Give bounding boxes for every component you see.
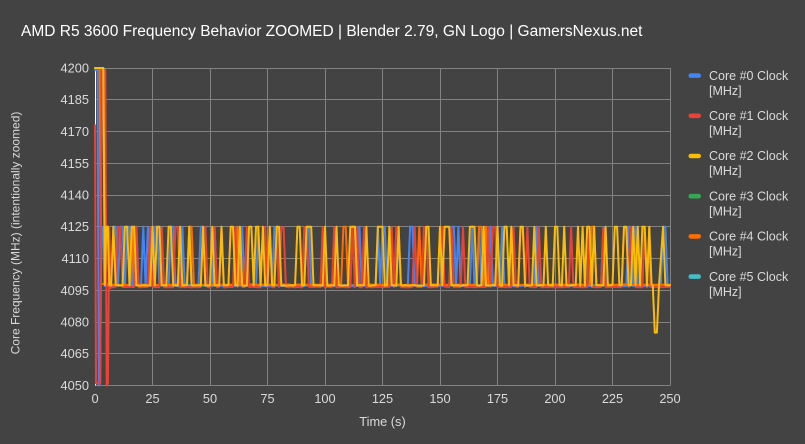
svg-text:75: 75 (260, 391, 274, 406)
svg-text:0: 0 (91, 391, 98, 406)
svg-text:100: 100 (314, 391, 335, 406)
svg-text:4125: 4125 (61, 219, 89, 234)
svg-text:50: 50 (203, 391, 217, 406)
svg-text:4185: 4185 (61, 92, 89, 107)
svg-text:4155: 4155 (61, 156, 89, 171)
svg-text:4170: 4170 (61, 124, 89, 139)
svg-text:Core #2 Clock: Core #2 Clock (709, 149, 789, 163)
svg-text:200: 200 (544, 391, 565, 406)
svg-text:4050: 4050 (61, 378, 89, 393)
svg-text:175: 175 (487, 391, 508, 406)
svg-text:Core #1 Clock: Core #1 Clock (709, 109, 789, 123)
svg-text:4095: 4095 (61, 283, 89, 298)
svg-text:[MHz]: [MHz] (709, 245, 742, 259)
svg-text:250: 250 (659, 391, 680, 406)
svg-text:4080: 4080 (61, 315, 89, 330)
svg-text:[MHz]: [MHz] (709, 164, 742, 178)
svg-text:4200: 4200 (61, 61, 89, 76)
svg-text:Core #4 Clock: Core #4 Clock (709, 230, 789, 244)
svg-text:150: 150 (429, 391, 450, 406)
svg-text:Time (s): Time (s) (359, 414, 405, 429)
svg-text:[MHz]: [MHz] (709, 84, 742, 98)
svg-text:Core Frequency (MHz) (intentio: Core Frequency (MHz) (intentionally zoom… (9, 112, 23, 355)
svg-text:125: 125 (372, 391, 393, 406)
svg-text:25: 25 (145, 391, 159, 406)
svg-text:[MHz]: [MHz] (709, 204, 742, 218)
svg-text:4140: 4140 (61, 188, 89, 203)
svg-text:[MHz]: [MHz] (709, 285, 742, 299)
svg-text:225: 225 (602, 391, 623, 406)
svg-text:4065: 4065 (61, 346, 89, 361)
svg-text:AMD R5 3600 Frequency Behavior: AMD R5 3600 Frequency Behavior ZOOMED | … (21, 23, 643, 40)
svg-text:Core #5 Clock: Core #5 Clock (709, 270, 789, 284)
svg-text:Core #0 Clock: Core #0 Clock (709, 69, 789, 83)
svg-text:[MHz]: [MHz] (709, 124, 742, 138)
svg-text:4110: 4110 (61, 251, 89, 266)
svg-text:Core #3 Clock: Core #3 Clock (709, 189, 789, 203)
